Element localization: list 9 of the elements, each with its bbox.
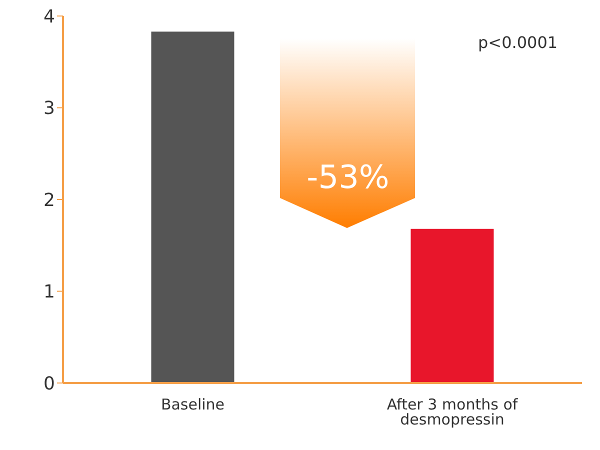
y-tick-label: 3 xyxy=(44,98,55,120)
y-tick-label: 4 xyxy=(44,6,55,28)
x-tick-label: Baseline xyxy=(160,396,225,414)
y-tick-label: 2 xyxy=(44,190,55,211)
annotation: -53% xyxy=(306,158,390,196)
y-tick-label: 0 xyxy=(44,373,55,394)
x-tick-label: After 3 months of desmopressin xyxy=(386,396,518,429)
y-tick-label: 1 xyxy=(44,282,55,303)
annotation: p<0.0001 xyxy=(478,33,558,52)
